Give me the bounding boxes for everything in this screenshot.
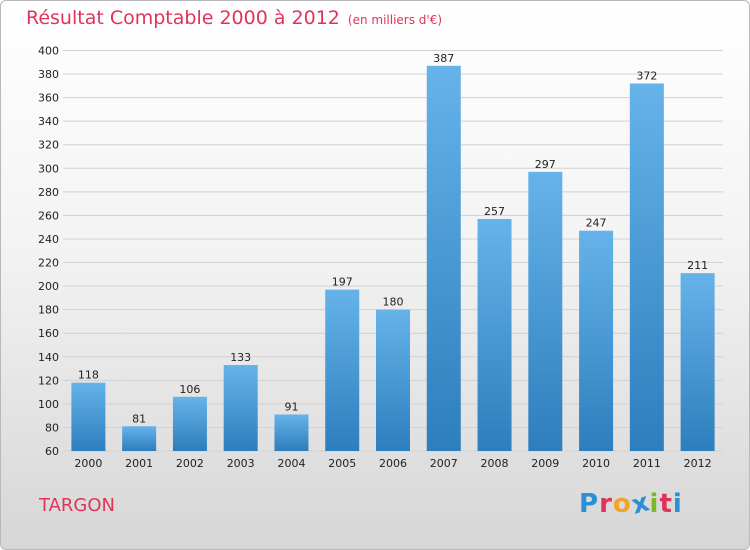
y-tick-label: 260: [38, 209, 59, 222]
bar-2008: [477, 218, 512, 451]
bar-2003: [223, 365, 258, 451]
proxiti-logo: Proxiti: [579, 487, 683, 521]
data-label-2005: 197: [332, 276, 353, 289]
y-axis-ticks: 60 80 100 120 140 160 180 200 220 240 260 280 300 320…: [38, 45, 59, 459]
y-tick-label: 360: [38, 92, 59, 105]
chart-title-main: Résultat Comptable 2000 à 2012: [26, 7, 340, 29]
bar-2006: [376, 309, 410, 451]
data-label-2003: 133: [230, 351, 251, 364]
commune-name: TARGON: [39, 495, 115, 516]
x-tick-label: 2011: [633, 457, 661, 470]
data-label-2000: 118: [78, 369, 99, 382]
y-tick-label: 340: [38, 115, 59, 128]
bar-2001: [122, 426, 157, 451]
y-tick-label: 100: [38, 398, 59, 411]
x-tick-label: 2007: [430, 457, 458, 470]
x-tick-label: 2000: [74, 457, 102, 470]
logo-letter: i: [649, 489, 660, 519]
data-label-2012: 211: [687, 259, 708, 272]
bar-2009: [528, 171, 563, 451]
logo-letter: o: [612, 489, 632, 519]
data-label-2002: 106: [179, 383, 200, 396]
x-tick-label: 2003: [227, 457, 255, 470]
y-tick-label: 320: [38, 139, 59, 152]
bars: [71, 65, 715, 451]
bar-2012: [680, 273, 715, 451]
bar-2007: [426, 65, 461, 451]
chart-title: Résultat Comptable 2000 à 2012 (en millie…: [26, 7, 442, 29]
logo-letter: i: [672, 489, 683, 519]
data-label-2009: 297: [535, 158, 556, 171]
x-tick-label: 2002: [176, 457, 204, 470]
data-label-2010: 247: [586, 217, 607, 230]
data-label-2001: 81: [132, 412, 146, 425]
x-tick-label: 2010: [582, 457, 610, 470]
logo-letter: t: [659, 489, 673, 519]
x-axis-ticks: 2000 2001 2002 2003 2004 2005 2006 2007 2008 2009…: [74, 457, 711, 470]
y-tick-label: 300: [38, 162, 59, 175]
x-tick-label: 2012: [684, 457, 712, 470]
data-label-2011: 372: [636, 69, 657, 82]
chart-subtitle: (en milliers d'€): [347, 13, 443, 27]
y-tick-label: 140: [38, 351, 59, 364]
y-tick-label: 220: [38, 257, 59, 270]
logo-letter: P: [579, 489, 600, 519]
y-tick-label: 80: [45, 421, 59, 434]
bar-2005: [325, 289, 360, 451]
y-tick-label: 400: [38, 45, 59, 58]
y-tick-label: 280: [38, 186, 59, 199]
data-label-2006: 180: [383, 296, 404, 309]
y-tick-label: 120: [38, 374, 59, 387]
y-tick-label: 160: [38, 327, 59, 340]
x-tick-label: 2004: [277, 457, 305, 470]
x-tick-label: 2008: [481, 457, 509, 470]
bar-2000: [71, 382, 106, 451]
y-tick-label: 200: [38, 280, 59, 293]
data-label-2008: 257: [484, 205, 505, 218]
x-tick-label: 2001: [125, 457, 153, 470]
x-tick-label: 2005: [328, 457, 356, 470]
bar-2002: [172, 396, 207, 451]
x-tick-label: 2006: [379, 457, 407, 470]
bar-2004: [274, 414, 309, 451]
bar-2010: [579, 230, 614, 451]
y-tick-label: 60: [45, 445, 59, 458]
data-label-2004: 91: [284, 400, 298, 413]
y-tick-label: 380: [38, 68, 59, 81]
bar-2011: [629, 83, 664, 451]
x-tick-label: 2009: [531, 457, 559, 470]
data-label-2007: 387: [433, 52, 454, 65]
y-tick-label: 180: [38, 304, 59, 317]
logo-letter: r: [599, 489, 613, 519]
data-labels: 118 81 106 133 91 197 180 387 257 297 247 372 211: [78, 52, 708, 425]
y-tick-label: 240: [38, 233, 59, 246]
